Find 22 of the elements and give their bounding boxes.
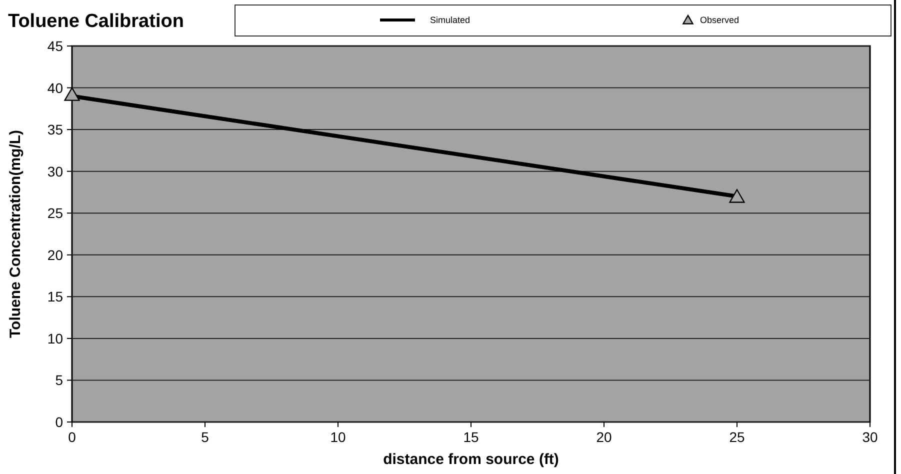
legend-label: Simulated [430, 15, 470, 25]
x-tick-label: 20 [596, 429, 612, 445]
y-tick-label: 15 [47, 288, 64, 305]
x-axis-title: distance from source (ft) [383, 451, 559, 468]
y-axis-title: Toluene Concentration(mg/L) [7, 130, 24, 338]
y-tick-label: 10 [47, 330, 64, 346]
legend-label: Observed [700, 15, 740, 25]
y-tick-label: 30 [47, 163, 64, 180]
y-tick-label: 25 [47, 205, 64, 222]
y-tick-label: 20 [47, 246, 64, 263]
x-tick-label: 30 [862, 429, 878, 445]
y-tick-label: 35 [47, 122, 64, 138]
y-tick-label: 0 [55, 414, 64, 430]
y-tick-label: 45 [47, 38, 64, 54]
chart-title: Toluene Calibration [8, 11, 184, 32]
y-tick-label: 5 [55, 372, 64, 388]
x-tick-label: 5 [201, 429, 210, 445]
y-tick-label: 40 [47, 80, 64, 96]
x-tick-label: 10 [330, 429, 346, 445]
x-tick-label: 25 [729, 429, 745, 445]
x-tick-label: 15 [463, 429, 479, 445]
x-tick-label: 0 [68, 429, 76, 445]
